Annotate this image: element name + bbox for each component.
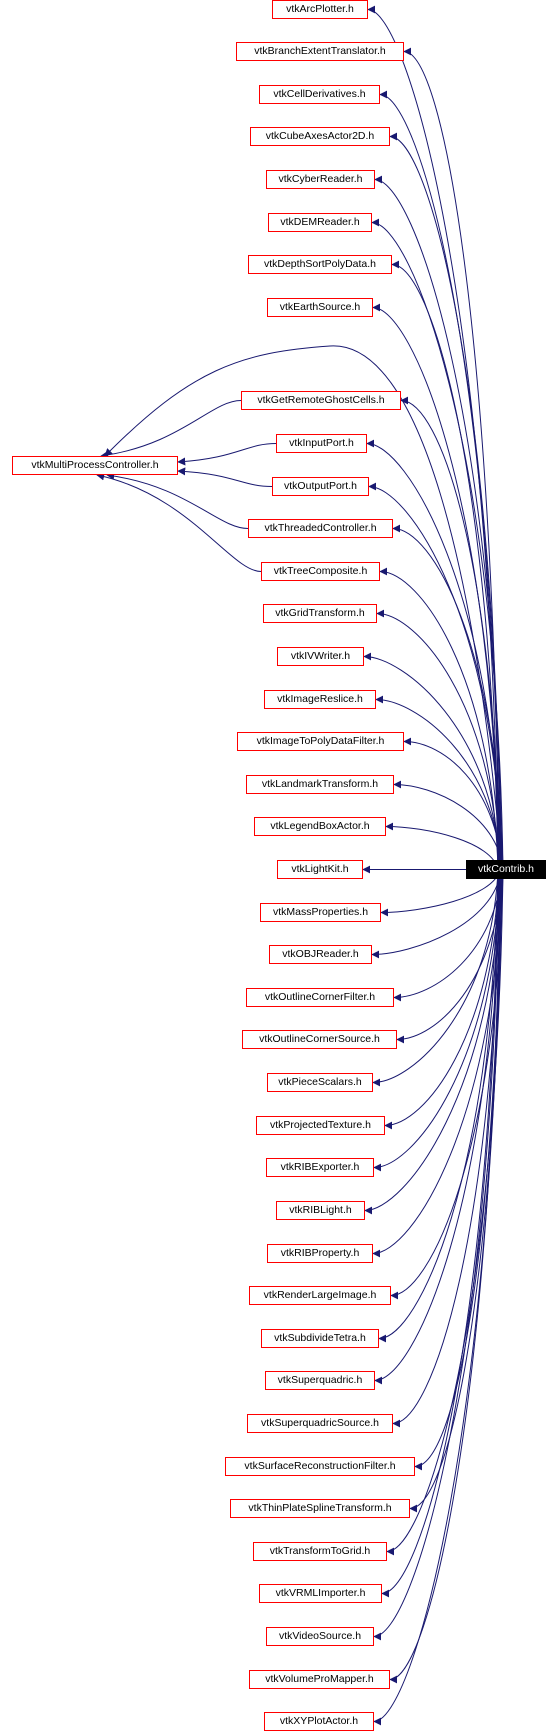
edge-root-to-vtkRIBExporter — [373, 869, 501, 1172]
edge-root-to-vtkXYPlotActor — [373, 869, 502, 1726]
edge-root-to-vtkSuperquadric — [374, 869, 500, 1385]
node-vtkVideoSource[interactable]: vtkVideoSource.h — [266, 1627, 374, 1646]
edge-root-to-vtkTreeComposite — [379, 567, 499, 870]
edge-root-to-vtkProjectedTexture — [384, 869, 500, 1130]
edge-root-to-vtkSubdivideTetra — [378, 869, 499, 1343]
node-vtkThinPlateSplineTransform[interactable]: vtkThinPlateSplineTransform.h — [230, 1499, 410, 1518]
node-vtkSubdivideTetra[interactable]: vtkSubdivideTetra.h — [261, 1329, 379, 1348]
node-vtkArcPlotter[interactable]: vtkArcPlotter.h — [272, 0, 368, 19]
node-vtkDEMReader[interactable]: vtkDEMReader.h — [268, 213, 372, 232]
edge-root-to-vtkIVWriter — [363, 652, 501, 870]
node-vtkLandmarkTransform[interactable]: vtkLandmarkTransform.h — [246, 775, 394, 794]
edge-root-to-vtkOBJReader — [371, 869, 502, 959]
node-vtkContrib-root: vtkContrib.h — [466, 860, 546, 879]
node-vtkPieceScalars[interactable]: vtkPieceScalars.h — [267, 1073, 373, 1092]
node-vtkMassProperties[interactable]: vtkMassProperties.h — [260, 903, 381, 922]
node-vtkCellDerivatives[interactable]: vtkCellDerivatives.h — [259, 85, 380, 104]
node-vtkThreadedController[interactable]: vtkThreadedController.h — [248, 519, 393, 538]
edge-root-to-vtkThreadedController — [392, 524, 504, 870]
node-vtkTransformToGrid[interactable]: vtkTransformToGrid.h — [253, 1542, 387, 1561]
edge-root-to-vtkVideoSource — [373, 869, 500, 1641]
node-vtkOutputPort[interactable]: vtkOutputPort.h — [272, 477, 369, 496]
node-vtkSurfaceReconstructionFilter[interactable]: vtkSurfaceReconstructionFilter.h — [225, 1457, 415, 1476]
node-vtkGridTransform[interactable]: vtkGridTransform.h — [263, 604, 377, 623]
edge-root-to-vtkCellDerivatives — [379, 90, 501, 870]
node-vtkCubeAxesActor2D[interactable]: vtkCubeAxesActor2D.h — [250, 127, 390, 146]
node-vtkProjectedTexture[interactable]: vtkProjectedTexture.h — [256, 1116, 385, 1135]
node-vtkMultiProcessController[interactable]: vtkMultiProcessController.h — [12, 456, 178, 475]
node-vtkSuperquadric[interactable]: vtkSuperquadric.h — [265, 1371, 375, 1390]
edge-root-to-vtkInputPort — [366, 439, 502, 870]
edge-root-to-vtkMultiProcessController — [104, 345, 503, 870]
edge-root-to-vtkVRMLImporter — [381, 869, 499, 1598]
edge-root-to-vtkImageToPolyDataFilter — [403, 737, 503, 870]
node-vtkLegendBoxActor[interactable]: vtkLegendBoxActor.h — [254, 817, 386, 836]
edge-root-to-vtkVolumeProMapper — [389, 869, 501, 1684]
node-vtkBranchExtentTranslator[interactable]: vtkBranchExtentTranslator.h — [236, 42, 404, 61]
edge-vtkInputPort-to-vtkMultiProcessController — [177, 443, 277, 466]
node-vtkRIBLight[interactable]: vtkRIBLight.h — [276, 1201, 365, 1220]
node-vtkEarthSource[interactable]: vtkEarthSource.h — [267, 298, 373, 317]
edge-root-to-vtkGetRemoteGhostCells — [400, 396, 501, 870]
edge-vtkGetRemoteGhostCells-to-vtkMultiProcessController — [100, 400, 242, 459]
node-vtkRIBExporter[interactable]: vtkRIBExporter.h — [266, 1158, 374, 1177]
edge-root-to-vtkDEMReader — [371, 218, 504, 870]
edge-vtkOutputPort-to-vtkMultiProcessController — [177, 467, 273, 487]
node-vtkVolumeProMapper[interactable]: vtkVolumeProMapper.h — [249, 1670, 390, 1689]
edge-vtkTreeComposite-to-vtkMultiProcessController — [96, 472, 262, 572]
edge-root-to-vtkPieceScalars — [372, 869, 499, 1087]
node-vtkImageToPolyDataFilter[interactable]: vtkImageToPolyDataFilter.h — [237, 732, 404, 751]
node-vtkLightKit[interactable]: vtkLightKit.h — [277, 860, 363, 879]
node-vtkInputPort[interactable]: vtkInputPort.h — [276, 434, 367, 453]
node-vtkOutlineCornerSource[interactable]: vtkOutlineCornerSource.h — [242, 1030, 397, 1049]
edge-root-to-vtkOutlineCornerSource — [396, 869, 504, 1044]
edge-vtkThreadedController-to-vtkMultiProcessController — [106, 471, 249, 529]
edge-root-to-vtkCubeAxesActor2D — [389, 132, 502, 870]
node-vtkTreeComposite[interactable]: vtkTreeComposite.h — [261, 562, 380, 581]
node-vtkVRMLImporter[interactable]: vtkVRMLImporter.h — [259, 1584, 382, 1603]
edge-root-to-vtkGridTransform — [376, 609, 500, 870]
node-vtkImageReslice[interactable]: vtkImageReslice.h — [264, 690, 376, 709]
node-vtkDepthSortPolyData[interactable]: vtkDepthSortPolyData.h — [248, 255, 392, 274]
node-vtkOBJReader[interactable]: vtkOBJReader.h — [269, 945, 372, 964]
node-vtkSuperquadricSource[interactable]: vtkSuperquadricSource.h — [247, 1414, 393, 1433]
node-vtkRenderLargeImage[interactable]: vtkRenderLargeImage.h — [249, 1286, 391, 1305]
edge-root-to-vtkOutputPort — [368, 482, 503, 870]
node-vtkIVWriter[interactable]: vtkIVWriter.h — [277, 647, 364, 666]
node-vtkGetRemoteGhostCells[interactable]: vtkGetRemoteGhostCells.h — [241, 391, 401, 410]
node-vtkRIBProperty[interactable]: vtkRIBProperty.h — [267, 1244, 373, 1263]
edge-root-to-vtkLandmarkTransform — [393, 780, 504, 870]
node-vtkOutlineCornerFilter[interactable]: vtkOutlineCornerFilter.h — [246, 988, 394, 1007]
node-vtkXYPlotActor[interactable]: vtkXYPlotActor.h — [264, 1712, 374, 1731]
node-vtkCyberReader[interactable]: vtkCyberReader.h — [266, 170, 375, 189]
edge-root-to-vtkEarthSource — [372, 303, 500, 870]
